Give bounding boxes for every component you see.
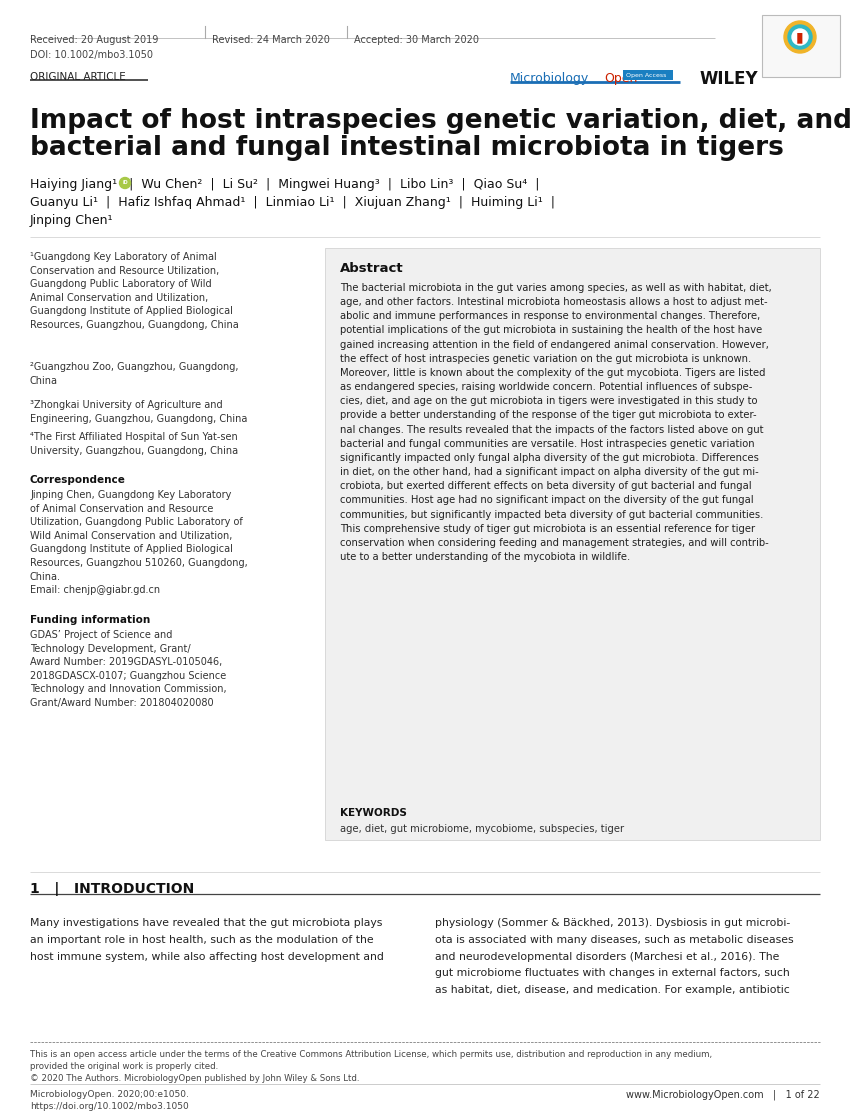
Text: Open: Open [604, 72, 638, 85]
Text: Jinping Chen, Guangdong Key Laboratory
of Animal Conservation and Resource
Utili: Jinping Chen, Guangdong Key Laboratory o… [30, 490, 247, 595]
Circle shape [792, 29, 808, 45]
Bar [623, 70, 673, 80]
Text: Check for: Check for [768, 53, 804, 61]
Text: Received: 20 August 2019: Received: 20 August 2019 [30, 35, 158, 45]
Text: updates: updates [768, 61, 799, 72]
Text: Many investigations have revealed that the gut microbiota plays
an important rol: Many investigations have revealed that t… [30, 918, 384, 961]
Text: ³Zhongkai University of Agriculture and
Engineering, Guangzhou, Guangdong, China: ³Zhongkai University of Agriculture and … [30, 400, 247, 424]
Text: Abstract: Abstract [340, 262, 404, 275]
Text: The bacterial microbiota in the gut varies among species, as well as with habita: The bacterial microbiota in the gut vari… [340, 283, 772, 562]
Text: ¹Guangdong Key Laboratory of Animal
Conservation and Resource Utilization,
Guang: ¹Guangdong Key Laboratory of Animal Cons… [30, 252, 239, 330]
Text: 1   |   INTRODUCTION: 1 | INTRODUCTION [30, 882, 195, 896]
Circle shape [788, 25, 812, 49]
Text: ▮: ▮ [796, 30, 804, 44]
Text: © 2020 The Authors. MicrobiologyOpen published by John Wiley & Sons Ltd.: © 2020 The Authors. MicrobiologyOpen pub… [30, 1074, 360, 1083]
Text: Correspondence: Correspondence [30, 475, 126, 485]
Text: ORIGINAL ARTICLE: ORIGINAL ARTICLE [30, 72, 126, 82]
Text: Guanyu Li¹  |  Hafiz Ishfaq Ahmad¹  |  Linmiao Li¹  |  Xiujuan Zhang¹  |  Huimin: Guanyu Li¹ | Hafiz Ishfaq Ahmad¹ | Linmi… [30, 196, 555, 209]
Text: Impact of host intraspecies genetic variation, diet, and age on: Impact of host intraspecies genetic vari… [30, 108, 850, 134]
Text: Jinping Chen¹: Jinping Chen¹ [30, 214, 114, 227]
Text: DOI: 10.1002/mbo3.1050: DOI: 10.1002/mbo3.1050 [30, 50, 153, 60]
Text: Funding information: Funding information [30, 615, 150, 625]
Circle shape [784, 21, 816, 53]
Text: Open Access: Open Access [626, 73, 666, 78]
Text: Haiying Jiang¹   |  Wu Chen²  |  Li Su²  |  Mingwei Huang³  |  Libo Lin³  |  Qia: Haiying Jiang¹ | Wu Chen² | Li Su² | Min… [30, 178, 540, 191]
Text: physiology (Sommer & Bäckhed, 2013). Dysbiosis in gut microbi-
ota is associated: physiology (Sommer & Bäckhed, 2013). Dys… [435, 918, 794, 995]
Text: MicrobiologyOpen. 2020;00:e1050.: MicrobiologyOpen. 2020;00:e1050. [30, 1090, 189, 1099]
Text: ²Guangzhou Zoo, Guangzhou, Guangdong,
China: ²Guangzhou Zoo, Guangzhou, Guangdong, Ch… [30, 362, 239, 386]
Bar [325, 248, 820, 840]
Text: Accepted: 30 March 2020: Accepted: 30 March 2020 [354, 35, 479, 45]
Text: ⁴The First Affiliated Hospital of Sun Yat-sen
University, Guangzhou, Guangdong, : ⁴The First Affiliated Hospital of Sun Ya… [30, 432, 238, 456]
Text: www.MicrobiologyOpen.com   |   1 of 22: www.MicrobiologyOpen.com | 1 of 22 [626, 1090, 820, 1100]
Text: Microbiology: Microbiology [510, 72, 589, 85]
Text: https://doi.org/10.1002/mbo3.1050: https://doi.org/10.1002/mbo3.1050 [30, 1102, 189, 1111]
Text: iD: iD [122, 180, 128, 186]
Bar [762, 15, 840, 77]
Text: WILEY: WILEY [700, 70, 758, 88]
Text: provided the original work is properly cited.: provided the original work is properly c… [30, 1062, 218, 1071]
Text: bacterial and fungal intestinal microbiota in tigers: bacterial and fungal intestinal microbio… [30, 135, 784, 161]
Text: GDAS’ Project of Science and
Technology Development, Grant/
Award Number: 2019GD: GDAS’ Project of Science and Technology … [30, 631, 227, 708]
Text: KEYWORDS: KEYWORDS [340, 808, 407, 818]
Text: Revised: 24 March 2020: Revised: 24 March 2020 [212, 35, 330, 45]
Text: age, diet, gut microbiome, mycobiome, subspecies, tiger: age, diet, gut microbiome, mycobiome, su… [340, 824, 624, 834]
Text: This is an open access article under the terms of the Creative Commons Attributi: This is an open access article under the… [30, 1050, 712, 1059]
Circle shape [120, 178, 131, 189]
